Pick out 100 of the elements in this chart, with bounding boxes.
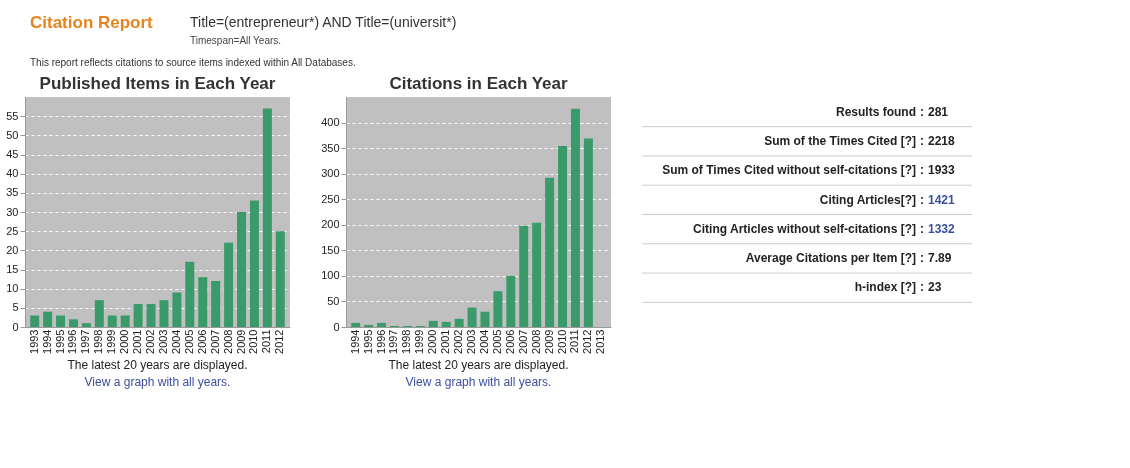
text: Title=(entrepreneur*) AND Title=(universit*) <box>190 14 457 30</box>
data-label: 1332 <box>928 221 956 236</box>
y-tick-label: 55 <box>6 109 19 122</box>
x-tick-label: 2012 <box>273 329 286 354</box>
bar <box>262 108 272 327</box>
x-tick-label: 1996 <box>374 329 387 354</box>
y-tick-label: 30 <box>6 205 19 218</box>
x-tick-label: 1997 <box>79 329 92 354</box>
text: : <box>920 280 924 295</box>
x-tick-label: 1994 <box>40 329 53 354</box>
bar <box>185 261 195 327</box>
category-label: Results found <box>836 104 916 119</box>
x-tick-label: 1998 <box>400 329 413 354</box>
category-label: Citing Articles[?] <box>819 192 916 207</box>
y-tick-label: 20 <box>6 243 19 256</box>
text: : <box>920 251 924 266</box>
bar <box>519 225 529 327</box>
x-tick-label: 2005 <box>182 329 195 354</box>
y-tick-label: 0 <box>12 320 19 333</box>
x-tick-label: 1995 <box>53 329 66 354</box>
bar <box>159 300 169 327</box>
bar <box>107 315 117 327</box>
x-tick-label: 2003 <box>465 329 478 354</box>
x-tick-label: 2003 <box>156 329 169 354</box>
y-tick-label: 35 <box>6 186 19 199</box>
bar <box>68 319 78 327</box>
x-tick-label: 2001 <box>131 329 144 354</box>
bar <box>377 322 387 327</box>
bar <box>351 322 361 327</box>
y-tick-label: 350 <box>321 141 340 154</box>
text: View a graph with all years. <box>84 374 231 389</box>
text: : <box>920 133 924 148</box>
text: Timespan=All Years. <box>190 35 282 46</box>
x-tick-label: 2013 <box>594 329 607 354</box>
y-tick-label: 50 <box>327 294 340 307</box>
x-tick-label: 2006 <box>195 329 208 354</box>
y-tick-label: 40 <box>6 167 19 180</box>
y-tick-label: 300 <box>321 167 340 180</box>
category-label: Average Citations per Item [?] <box>745 251 916 266</box>
bar <box>493 291 503 327</box>
data-label: 23 <box>928 280 942 295</box>
text: Citation Report <box>30 13 154 32</box>
bar <box>237 212 247 327</box>
x-tick-label: 2002 <box>144 329 157 354</box>
y-tick-label: 15 <box>6 263 19 275</box>
text: : <box>920 192 924 207</box>
x-tick-label: 2009 <box>234 329 247 354</box>
chart-title: Citations in Each Year <box>389 74 568 93</box>
x-tick-label: 2008 <box>221 329 234 354</box>
data-label: 281 <box>928 104 949 119</box>
category-label: Sum of Times Cited without self-citations [?] <box>662 163 916 178</box>
x-tick-label: 2006 <box>503 329 516 354</box>
data-label: 1933 <box>928 163 956 178</box>
x-tick-label: 2004 <box>477 329 490 354</box>
x-tick-label: 1997 <box>387 329 400 354</box>
x-tick-label: 2000 <box>118 329 131 354</box>
category-label: h-index [?] <box>854 280 916 295</box>
text: The latest 20 years are displayed. <box>67 357 248 372</box>
bar <box>364 324 374 327</box>
x-tick-label: 1994 <box>348 329 361 354</box>
y-tick-label: 0 <box>333 320 340 333</box>
chart-title: Published Items in Each Year <box>39 74 276 93</box>
category-label: Citing Articles without self-citations [?] <box>693 221 916 236</box>
x-tick-label: 1996 <box>66 329 79 354</box>
x-tick-label: 2012 <box>581 329 594 354</box>
x-tick-label: 2010 <box>555 329 568 354</box>
text: The latest 20 years are displayed. <box>388 357 569 372</box>
bar <box>172 292 182 327</box>
bar <box>428 320 438 327</box>
text: : <box>920 104 924 119</box>
bar <box>43 311 53 327</box>
data-label: 2218 <box>928 133 956 148</box>
bar <box>506 275 516 327</box>
bar <box>120 315 130 327</box>
x-tick-label: 2002 <box>452 329 465 354</box>
y-tick-label: 45 <box>6 148 19 160</box>
bar <box>583 138 593 327</box>
x-tick-label: 2008 <box>529 329 542 354</box>
bar <box>224 242 234 327</box>
text: This report reflects citations to source items indexed within All Databases. <box>30 57 356 68</box>
bar <box>249 200 259 327</box>
text: : <box>920 163 924 178</box>
data-label: 1421 <box>928 192 956 207</box>
x-tick-label: 1998 <box>92 329 105 354</box>
x-tick-label: 2007 <box>516 329 529 354</box>
x-tick-label: 2010 <box>247 329 260 354</box>
y-tick-label: 10 <box>6 282 19 295</box>
bar <box>94 300 104 327</box>
x-tick-label: 2011 <box>568 329 581 354</box>
bar <box>545 177 555 327</box>
y-tick-label: 200 <box>321 218 340 231</box>
bar <box>467 307 477 327</box>
y-tick-label: 250 <box>321 192 340 205</box>
x-tick-label: 2007 <box>208 329 221 354</box>
x-tick-label: 2004 <box>169 329 182 354</box>
y-tick-label: 400 <box>321 116 340 129</box>
x-tick-label: 2001 <box>439 329 452 354</box>
y-tick-label: 150 <box>321 243 340 256</box>
x-tick-label: 1999 <box>105 329 118 354</box>
text: View a graph with all years. <box>405 374 552 389</box>
